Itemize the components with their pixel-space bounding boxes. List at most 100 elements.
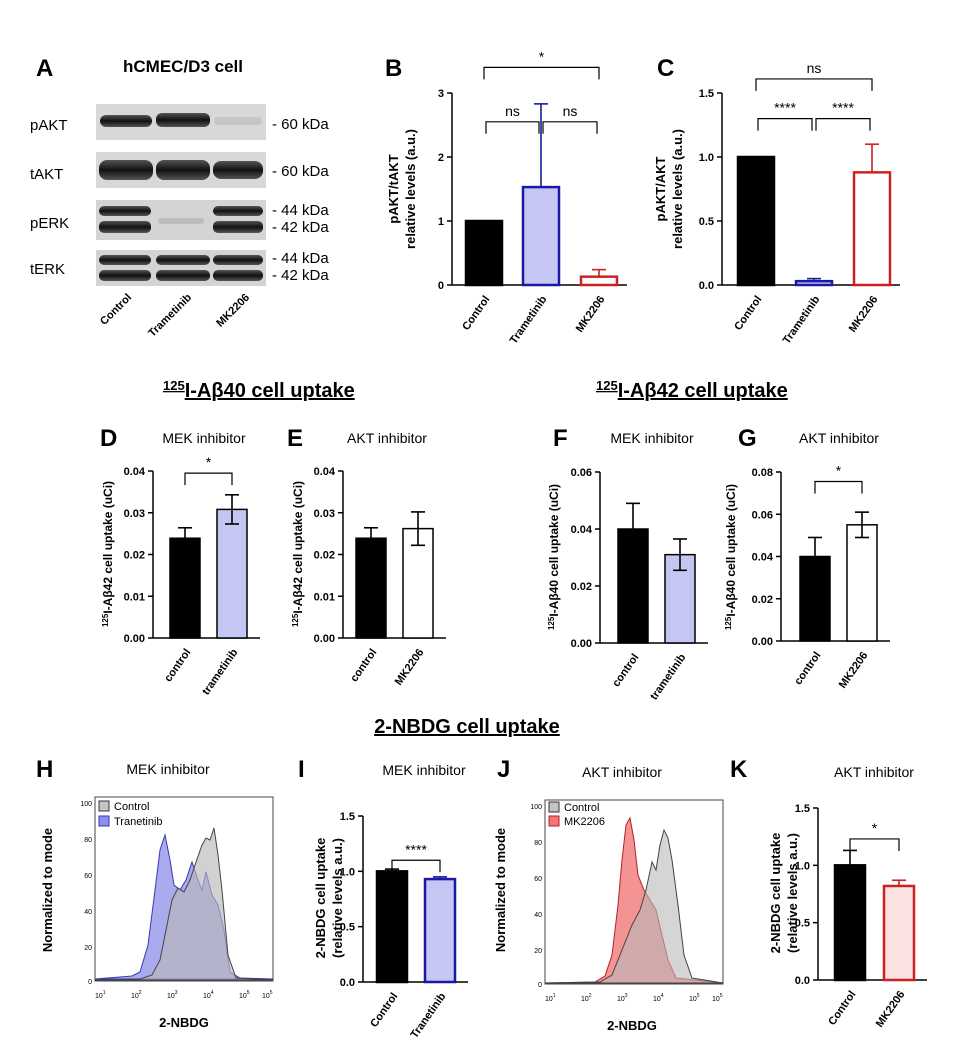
- flow-title-j: AKT inhibitor: [582, 764, 662, 780]
- svg-text:20: 20: [534, 948, 542, 955]
- panel-label-h: H: [36, 756, 53, 783]
- svg-text:40: 40: [84, 909, 92, 916]
- flow-xticks-j: 101 102 103 104 105 105: [545, 993, 723, 1003]
- significance-label-c-0: ****: [774, 100, 796, 116]
- y-tick-label-e: 0.04: [314, 466, 336, 478]
- y-tick-label-f: 0.02: [571, 581, 592, 593]
- legend-tranetinib: Tranetinib: [114, 816, 163, 828]
- panel-label-i: I: [298, 756, 305, 783]
- y-label-d: 125I-Aβ42 cell uptake (uCi): [101, 481, 115, 627]
- blot-label-takt: tAKT: [30, 166, 63, 183]
- chart-title-e: AKT inhibitor: [347, 430, 427, 446]
- y-tick-label-f: 0.00: [571, 638, 592, 650]
- flow-frame-j: [544, 799, 724, 985]
- y-tick-label-c: 0.5: [699, 216, 714, 228]
- chart-title-f: MEK inhibitor: [610, 430, 694, 446]
- bar-b-2: [579, 275, 619, 287]
- legend-control-j: Control: [564, 802, 599, 814]
- y-tick-label-c: 1.5: [699, 88, 714, 100]
- blot-label-pakt: pAKT: [30, 117, 68, 134]
- bar-chart-b: 0 1 2 3 pAKT/tAKT relative levels (a.u.) Contr…: [386, 48, 627, 346]
- chart-title-i: MEK inhibitor: [382, 762, 466, 778]
- svg-text:80: 80: [84, 837, 92, 844]
- y-tick-label-c: 1.0: [699, 152, 714, 164]
- y-tick-label-c: 0.0: [699, 280, 714, 292]
- legend-control-h: Control: [114, 801, 149, 813]
- blot-pakt: [96, 104, 266, 140]
- category-label-g-0: control: [792, 650, 823, 687]
- flow-yticks-j: 100 80 60 40 20 0: [530, 804, 542, 989]
- svg-text:100: 100: [80, 801, 92, 808]
- histogram-control-j: [544, 828, 724, 984]
- legend-swatch-control-h: [98, 800, 110, 812]
- y-tick-label-e: 0.00: [314, 633, 335, 645]
- bar-chart-i: MEK inhibitor 0.0 0.5 1.0 1.5 2-NBDG cell upt…: [313, 762, 468, 1041]
- y-tick-label-g: 0.02: [752, 594, 773, 606]
- category-label-c-0: Control: [732, 294, 764, 333]
- svg-text:102: 102: [581, 993, 592, 1003]
- bar-chart-c: 0.0 0.5 1.0 1.5 pAKT/AKT relative levels (a.u…: [653, 60, 900, 346]
- blot-size-terk-42: - 42 kDa: [272, 267, 329, 284]
- svg-text:20: 20: [84, 945, 92, 952]
- svg-text:60: 60: [84, 873, 92, 880]
- y-tick-label-i: 1.5: [340, 811, 355, 823]
- y-tick-label-e: 0.03: [314, 508, 335, 520]
- significance-bracket-b-2: [483, 66, 600, 80]
- svg-text:0: 0: [88, 979, 92, 986]
- y-tick-label-d: 0.00: [124, 633, 145, 645]
- significance-label-i-0: ****: [405, 841, 427, 857]
- significance-label-b-0: ns: [505, 103, 520, 119]
- flow-xticks-h: 101 102 103 104 105 105: [95, 990, 273, 1000]
- significance-label-c-1: ****: [832, 100, 854, 116]
- bar-i-0: [375, 870, 409, 984]
- category-label-i-0: Control: [368, 991, 400, 1030]
- panel-label-d: D: [100, 425, 117, 452]
- legend-mk2206: MK2206: [564, 816, 605, 828]
- bar-chart-d: MEK inhibitor 0.00 0.01 0.02 0.03 0.04 125I-Aβ…: [101, 430, 260, 697]
- significance-bracket-c-0: [757, 118, 813, 131]
- bar-d-0: [169, 537, 201, 639]
- significance-label-b-1: ns: [563, 103, 578, 119]
- chart-title-g: AKT inhibitor: [799, 430, 879, 446]
- bar-chart-e: AKT inhibitor 0.00 0.01 0.02 0.03 0.04 125I-Aβ…: [291, 430, 446, 688]
- lane-label-control: Control: [98, 292, 134, 328]
- y-tick-label-f: 0.06: [571, 467, 592, 479]
- flow-frame-h: [94, 796, 274, 982]
- flow-title-h: MEK inhibitor: [126, 761, 210, 777]
- blot-size-terk-44: - 44 kDa: [272, 250, 329, 267]
- bar-b-1: [521, 185, 561, 287]
- flow-xlabel-j: 2-NBDG: [607, 1018, 657, 1033]
- category-label-g-1: MK2206: [837, 650, 871, 691]
- blot-size-perk-42: - 42 kDa: [272, 219, 329, 236]
- histogram-control-h: [94, 827, 274, 981]
- significance-label-b-2: *: [539, 48, 545, 64]
- bar-i-1: [423, 877, 457, 984]
- y-tick-label-g: 0.06: [752, 509, 773, 521]
- blot-label-perk: pERK: [30, 215, 69, 232]
- svg-text:102: 102: [131, 990, 142, 1000]
- svg-text:104: 104: [203, 990, 214, 1000]
- y-tick-label-d: 0.01: [124, 591, 145, 603]
- y-label-c: pAKT/AKT relative levels (a.u.): [653, 129, 685, 249]
- bar-chart-f: MEK inhibitor 0.00 0.02 0.04 0.06 125I-Aβ40 c…: [547, 430, 708, 702]
- y-tick-label-f: 0.04: [571, 524, 593, 536]
- y-label-g: 125I-Aβ40 cell uptake (uCi): [724, 484, 738, 630]
- category-label-e-1: MK2206: [393, 647, 427, 688]
- flow-yticks-h: 100 80 60 40 20 0: [80, 801, 92, 986]
- chart-title-k: AKT inhibitor: [834, 764, 914, 780]
- panel-label-g: G: [738, 425, 757, 452]
- significance-bracket-g-0: [814, 480, 863, 494]
- svg-text:101: 101: [95, 990, 106, 1000]
- flow-xlabel-h: 2-NBDG: [159, 1015, 209, 1030]
- legend-swatch-control-j: [548, 801, 560, 813]
- y-tick-label-b: 3: [438, 88, 444, 100]
- bar-c-1: [794, 279, 834, 287]
- category-label-e-0: control: [348, 647, 379, 684]
- significance-bracket-k-0: [849, 838, 900, 851]
- bar-chart-k: AKT inhibitor 0.0 0.5 1.0 1.5 2-NBDG cell upt…: [768, 764, 927, 1030]
- blot-title: hCMEC/D3 cell: [123, 57, 243, 76]
- lane-label-mk2206: MK2206: [214, 292, 252, 330]
- blot-terk: [96, 250, 266, 286]
- category-label-b-0: Control: [460, 294, 492, 333]
- panel-label-e: E: [287, 425, 303, 452]
